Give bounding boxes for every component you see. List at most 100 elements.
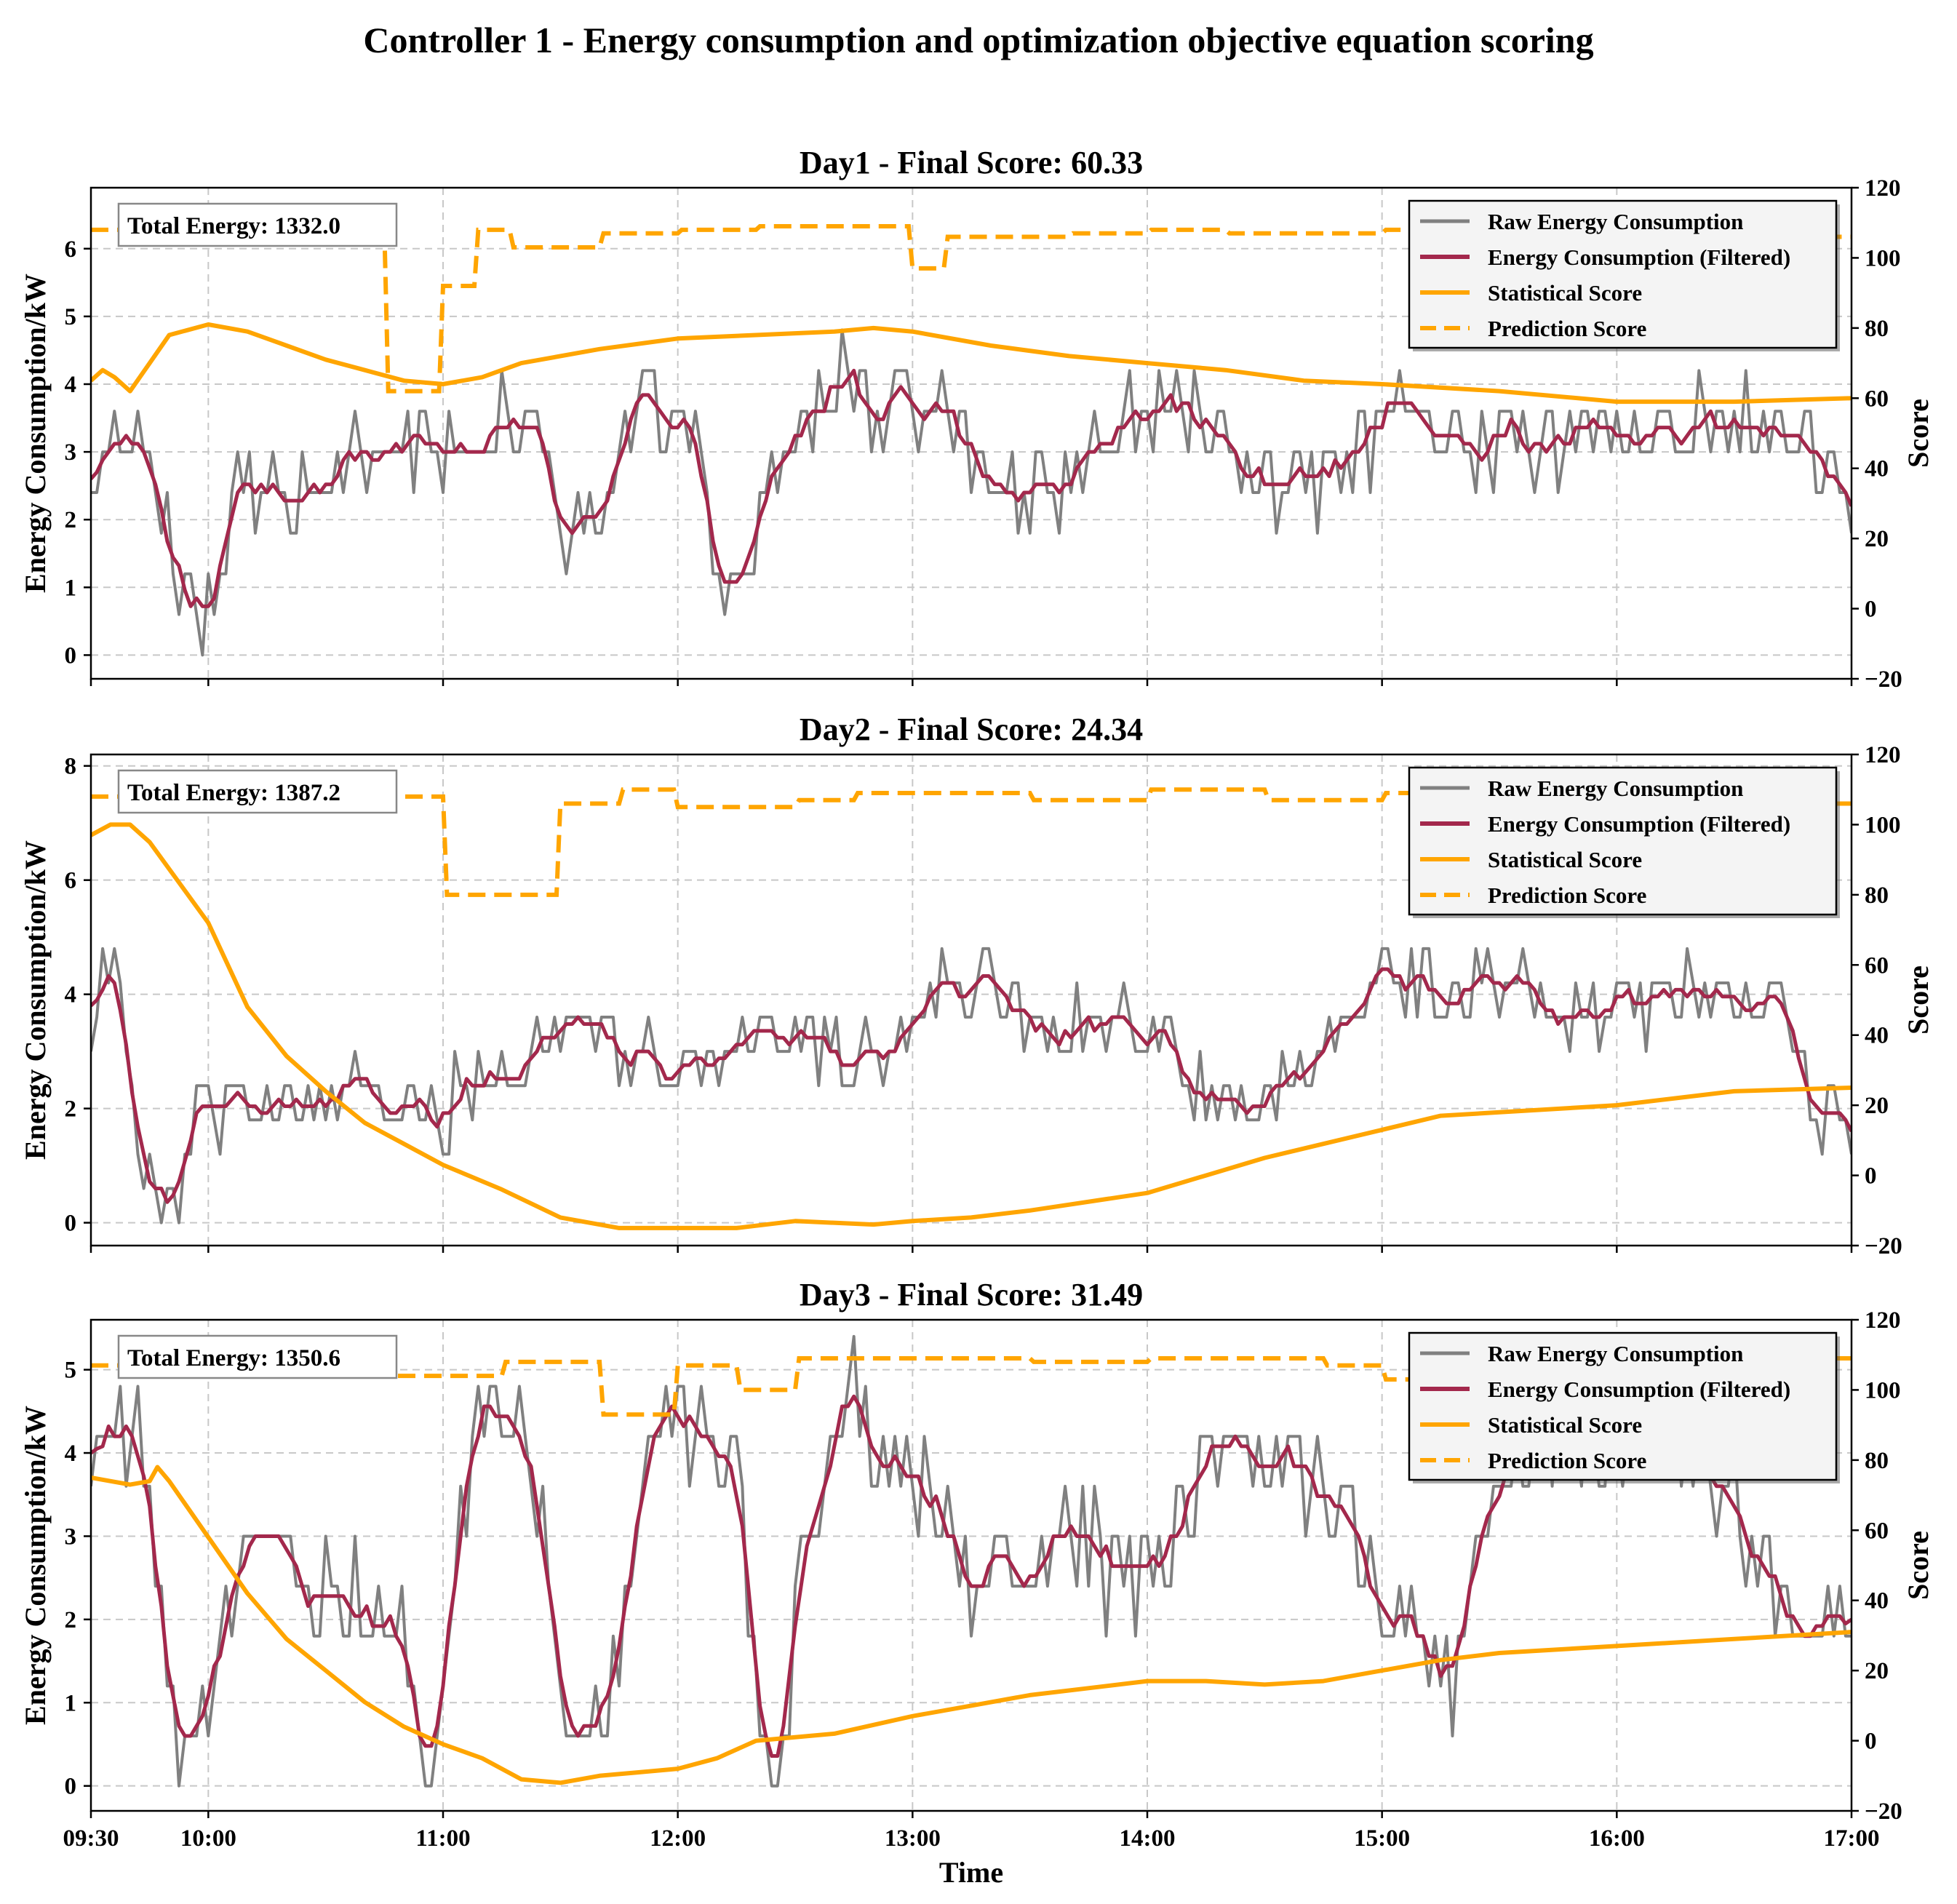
filtered-energy-line <box>91 967 1852 1204</box>
legend-label: Raw Energy Consumption <box>1488 776 1743 801</box>
y-tick-label-left: 2 <box>65 1607 77 1633</box>
statistical-score-line <box>91 1465 1852 1785</box>
statistical-score-line <box>91 822 1852 1230</box>
legend-label: Energy Consumption (Filtered) <box>1488 1377 1790 1402</box>
legend-label: Prediction Score <box>1488 883 1646 908</box>
legend-label: Raw Energy Consumption <box>1488 1341 1743 1366</box>
x-axis-label: Time <box>939 1856 1003 1889</box>
legend-label: Energy Consumption (Filtered) <box>1488 244 1790 270</box>
filtered-energy-line <box>91 368 1852 608</box>
x-tick-label: 14:00 <box>1120 1825 1176 1852</box>
y-tick-label-right: 120 <box>1865 742 1901 768</box>
y-tick-label-right: −20 <box>1865 1799 1902 1825</box>
y-tick-label-left: 5 <box>65 304 77 330</box>
y-tick-label-right: 100 <box>1865 245 1901 271</box>
x-tick-label: 09:30 <box>63 1825 119 1852</box>
y-tick-label-right: 40 <box>1865 1588 1889 1614</box>
y-tick-label-left: 0 <box>65 642 77 669</box>
x-tick-label: 17:00 <box>1824 1825 1880 1852</box>
legend-label: Energy Consumption (Filtered) <box>1488 811 1790 837</box>
legend-label: Prediction Score <box>1488 1448 1646 1473</box>
y-tick-label-right: 100 <box>1865 812 1901 838</box>
total-energy-annotation: Total Energy: 1387.2 <box>127 780 340 806</box>
y-tick-label-right: 20 <box>1865 1658 1889 1684</box>
total-energy-annotation: Total Energy: 1350.6 <box>127 1345 340 1371</box>
y-tick-label-right: −20 <box>1865 1233 1902 1259</box>
y-tick-label-left: 2 <box>65 507 77 533</box>
legend-label: Raw Energy Consumption <box>1488 209 1743 234</box>
plot-area <box>91 224 1852 657</box>
x-tick-label: 13:00 <box>885 1825 941 1852</box>
y-tick-label-left: 1 <box>65 575 77 601</box>
x-tick-label: 10:00 <box>180 1825 236 1852</box>
total-energy-annotation: Total Energy: 1332.0 <box>127 213 340 239</box>
panel-day1: 0 1 2 3 4 5 6 −20 0 20 40 60 80 100 120 Day1 - Final Sc… <box>19 145 1934 693</box>
y-tick-label-right: 80 <box>1865 1448 1889 1474</box>
legend-box <box>1408 199 1838 349</box>
y-axis-label-left: Energy Consumption/kW <box>19 840 52 1160</box>
y-tick-label-right: 80 <box>1865 316 1889 342</box>
y-tick-label-right: 60 <box>1865 952 1889 979</box>
legend-box <box>1408 766 1838 916</box>
plot-frame <box>89 753 1853 1247</box>
x-tick-label: 15:00 <box>1354 1825 1410 1852</box>
y-tick-label-right: 80 <box>1865 883 1889 909</box>
panel-day2: 0 2 4 6 8 −20 0 20 40 60 80 100 120 Day2 - Final Scor… <box>19 712 1934 1259</box>
y-tick-label-right: 40 <box>1865 456 1889 482</box>
y-tick-label-left: 4 <box>65 1441 77 1467</box>
figure-title: Controller 1 - Energy consumption and op… <box>363 20 1593 60</box>
y-tick-label-left: 3 <box>65 1523 77 1550</box>
y-tick-label-right: 40 <box>1865 1023 1889 1049</box>
y-tick-label-right: −20 <box>1865 666 1902 693</box>
plot-frame <box>89 1318 1853 1812</box>
panel-title: Day2 - Final Score: 24.34 <box>800 712 1143 747</box>
prediction-score-line <box>91 224 1852 394</box>
raw-energy-line <box>91 947 1852 1224</box>
y-tick-label-left: 4 <box>65 372 77 398</box>
y-tick-label-left: 0 <box>65 1211 77 1237</box>
y-tick-label-right: 20 <box>1865 1093 1889 1119</box>
plot-frame <box>89 186 1853 680</box>
legend-label: Statistical Score <box>1488 1412 1642 1438</box>
y-tick-label-left: 2 <box>65 1096 77 1123</box>
x-tick-label: 11:00 <box>415 1825 470 1852</box>
panel-title: Day3 - Final Score: 31.49 <box>800 1277 1143 1313</box>
y-tick-label-right: 60 <box>1865 1518 1889 1544</box>
y-tick-label-right: 100 <box>1865 1377 1901 1403</box>
prediction-score-line <box>91 787 1852 897</box>
y-tick-label-right: 20 <box>1865 526 1889 552</box>
total-energy-box <box>117 202 398 247</box>
y-axis-label-left: Energy Consumption/kW <box>19 274 52 593</box>
legend-box <box>1408 1331 1838 1481</box>
y-axis-label-right: Score <box>1902 399 1934 468</box>
plot-area <box>91 787 1852 1230</box>
y-axis-label-right: Score <box>1902 1531 1934 1600</box>
y-tick-label-left: 8 <box>65 754 77 780</box>
legend-label: Statistical Score <box>1488 847 1642 872</box>
total-energy-box <box>117 769 398 814</box>
y-tick-label-left: 4 <box>65 982 77 1008</box>
y-tick-label-left: 0 <box>65 1774 77 1800</box>
x-tick-label: 16:00 <box>1589 1825 1645 1852</box>
y-axis-label-left: Energy Consumption/kW <box>19 1406 52 1725</box>
y-tick-label-right: 0 <box>1865 1163 1877 1190</box>
y-tick-label-right: 0 <box>1865 597 1877 623</box>
statistical-score-line <box>91 322 1852 405</box>
y-tick-label-left: 5 <box>65 1358 77 1384</box>
legend-label: Prediction Score <box>1488 316 1646 341</box>
y-tick-label-right: 0 <box>1865 1729 1877 1755</box>
y-tick-label-right: 120 <box>1865 1307 1901 1334</box>
y-tick-label-left: 3 <box>65 439 77 466</box>
y-axis-label-right: Score <box>1902 965 1934 1035</box>
y-tick-label-left: 6 <box>65 868 77 894</box>
x-tick-label: 12:00 <box>650 1825 706 1852</box>
y-tick-label-right: 120 <box>1865 175 1901 202</box>
total-energy-box <box>117 1334 398 1379</box>
panel-title: Day1 - Final Score: 60.33 <box>800 145 1143 180</box>
panel-day3: 09:30 10:00 11:00 12:00 13:00 14:00 15:00 16:00… <box>19 1277 1934 1852</box>
y-tick-label-left: 6 <box>65 236 77 263</box>
legend-label: Statistical Score <box>1488 280 1642 306</box>
y-tick-label-left: 1 <box>65 1690 77 1716</box>
y-tick-label-right: 60 <box>1865 386 1889 412</box>
